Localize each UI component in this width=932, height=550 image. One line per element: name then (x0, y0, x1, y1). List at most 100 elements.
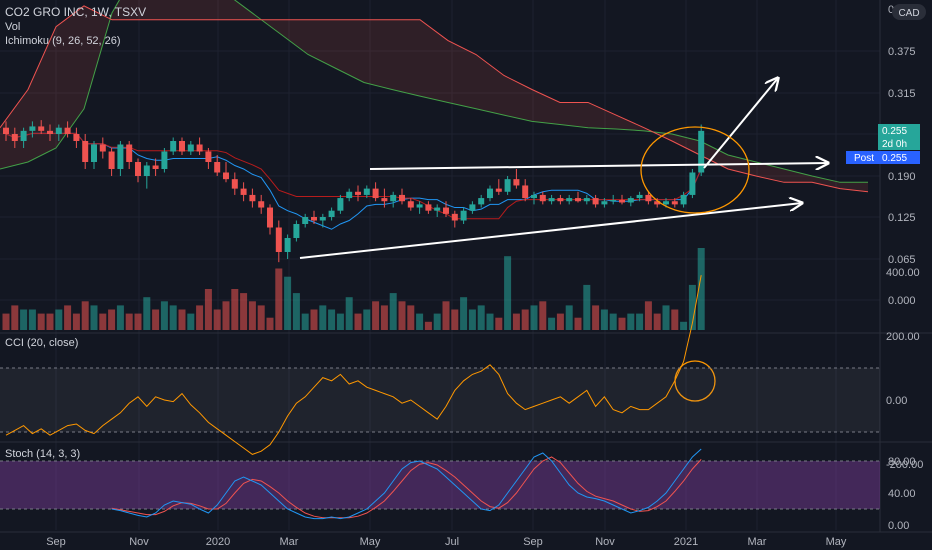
candle[interactable] (645, 191, 652, 205)
candle[interactable] (47, 124, 53, 141)
candle[interactable] (504, 176, 511, 195)
candle[interactable] (73, 127, 80, 148)
candle[interactable] (319, 213, 326, 228)
time-tick-label: Sep (523, 536, 543, 548)
candle[interactable] (29, 121, 36, 138)
stoch-tick-label: 80.00 (888, 456, 916, 468)
candlestick-series[interactable] (3, 120, 705, 263)
candle-body (451, 213, 458, 221)
candle[interactable] (381, 188, 388, 208)
candle[interactable] (513, 169, 520, 189)
candle[interactable] (610, 194, 617, 205)
candle[interactable] (671, 198, 678, 208)
candle[interactable] (522, 179, 529, 202)
candle[interactable] (566, 194, 573, 205)
candle[interactable] (38, 120, 45, 134)
candle[interactable] (311, 210, 317, 224)
cci-line[interactable] (5, 275, 702, 455)
candle[interactable] (363, 185, 370, 199)
candle[interactable] (179, 137, 185, 156)
candle[interactable] (416, 201, 423, 214)
candle[interactable] (249, 188, 256, 208)
candle[interactable] (117, 141, 124, 176)
candle[interactable] (82, 134, 89, 169)
rising-trendline[interactable] (299, 203, 802, 259)
candle[interactable] (231, 172, 238, 195)
candle[interactable] (548, 194, 555, 205)
candle[interactable] (539, 191, 546, 205)
candle[interactable] (443, 201, 449, 217)
candle[interactable] (135, 158, 141, 183)
candle[interactable] (399, 188, 405, 205)
drawing-annotations[interactable] (299, 78, 828, 402)
candle[interactable] (55, 124, 62, 141)
candle[interactable] (152, 158, 159, 177)
candle[interactable] (337, 194, 344, 214)
cci-panel[interactable] (0, 275, 880, 455)
candle[interactable] (425, 201, 432, 214)
candle[interactable] (108, 148, 115, 176)
candle[interactable] (187, 141, 194, 155)
candle[interactable] (20, 127, 27, 148)
candle[interactable] (143, 162, 150, 189)
candle[interactable] (495, 179, 502, 195)
candle[interactable] (583, 194, 590, 205)
candle[interactable] (434, 204, 441, 217)
candle[interactable] (99, 137, 106, 159)
candle[interactable] (460, 207, 467, 224)
volume-bar (81, 301, 89, 330)
candle[interactable] (302, 213, 309, 228)
candle[interactable] (627, 196, 634, 207)
candle[interactable] (214, 155, 221, 176)
candle[interactable] (698, 124, 705, 176)
candle[interactable] (451, 210, 458, 228)
candle[interactable] (636, 191, 643, 202)
candle[interactable] (161, 148, 168, 173)
candle[interactable] (355, 185, 361, 202)
currency-badge[interactable] (892, 4, 926, 20)
candle[interactable] (478, 194, 485, 208)
stoch-d-line[interactable] (111, 456, 702, 519)
candle-body (170, 141, 177, 152)
candle[interactable] (390, 191, 397, 208)
candle[interactable] (11, 127, 18, 148)
candle[interactable] (328, 207, 335, 221)
candle[interactable] (91, 141, 97, 169)
resistance-line[interactable] (369, 163, 828, 169)
candle[interactable] (267, 204, 273, 235)
candle[interactable] (531, 191, 537, 205)
candle[interactable] (3, 121, 9, 141)
time-axis[interactable]: Sep Nov 2020 Mar May Jul Sep Nov 2021 Mar May (46, 536, 847, 548)
candle[interactable] (223, 162, 229, 183)
candle[interactable] (126, 141, 133, 169)
candle[interactable] (205, 148, 212, 169)
candle[interactable] (372, 182, 379, 202)
candle[interactable] (592, 194, 599, 208)
candle[interactable] (575, 191, 581, 203)
candle[interactable] (170, 137, 177, 156)
candle[interactable] (275, 220, 282, 263)
breakout-circle[interactable] (640, 126, 750, 214)
candle[interactable] (487, 185, 493, 202)
candle[interactable] (258, 194, 265, 214)
candle[interactable] (654, 198, 661, 208)
candle[interactable] (469, 201, 476, 214)
candle[interactable] (293, 220, 300, 242)
candle[interactable] (196, 137, 203, 156)
stoch-k-line[interactable] (111, 448, 702, 520)
candle[interactable] (680, 191, 687, 208)
candle[interactable] (240, 182, 247, 202)
candle[interactable] (64, 121, 71, 138)
candle[interactable] (407, 198, 414, 211)
candle[interactable] (689, 169, 696, 199)
candle-body (425, 204, 432, 211)
candle[interactable] (601, 198, 608, 208)
candle[interactable] (557, 194, 564, 205)
volume-bar (257, 305, 265, 330)
candle[interactable] (284, 234, 291, 260)
candle[interactable] (619, 194, 625, 205)
breakout-arrow[interactable] (703, 78, 778, 169)
candle[interactable] (346, 188, 353, 202)
stoch-panel[interactable] (0, 448, 880, 520)
